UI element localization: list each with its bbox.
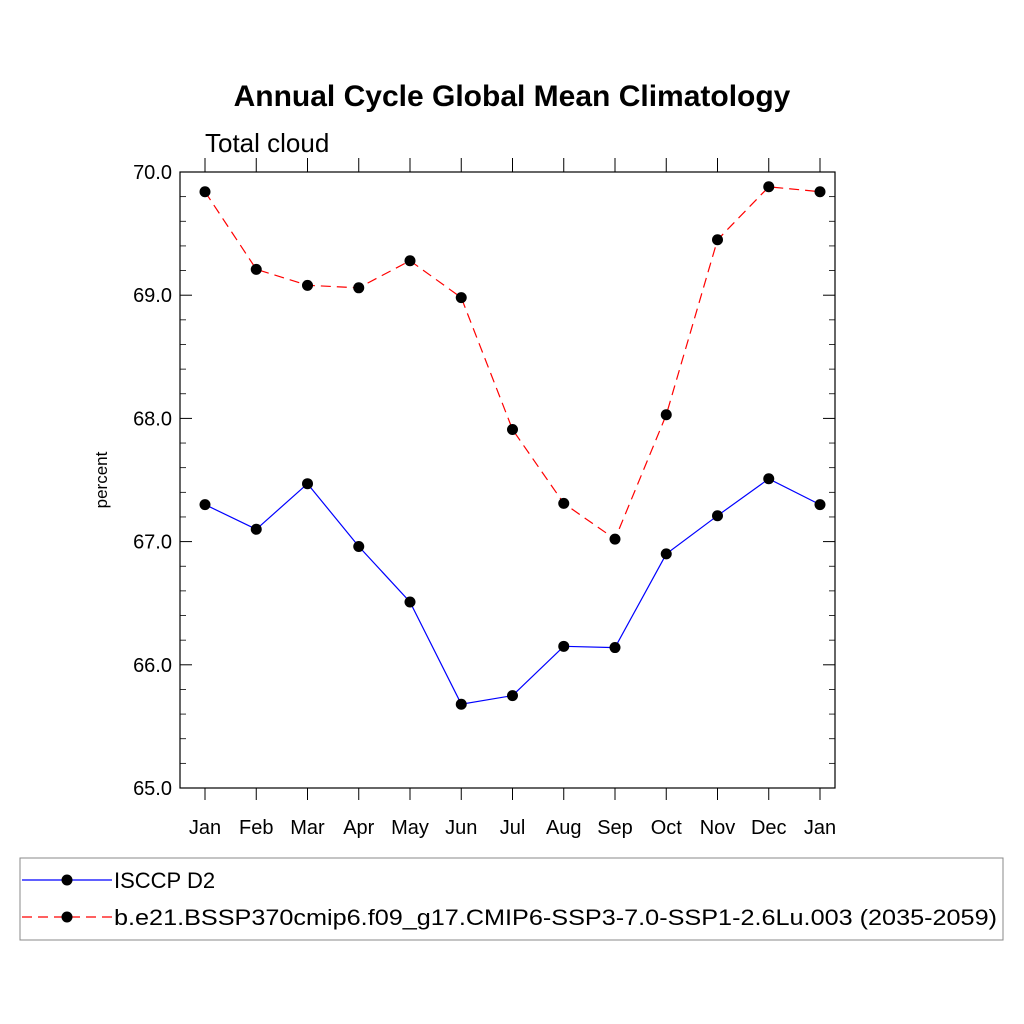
data-point-series-0 [199, 499, 211, 511]
data-point-series-0 [353, 541, 365, 553]
series-line-1 [204, 186, 821, 541]
chart-subtitle: Total cloud [205, 128, 329, 158]
data-point-series-1 [558, 497, 570, 509]
data-point-series-1 [814, 186, 826, 198]
data-point-series-0 [302, 478, 313, 490]
data-point-series-1 [455, 292, 467, 304]
legend-label-isccp: ISCCP D2 [114, 868, 215, 893]
x-tick-label: Oct [651, 817, 683, 839]
data-point-series-1 [507, 423, 518, 435]
y-tick-label: 70.0 [133, 162, 172, 184]
y-tick-label: 68.0 [133, 408, 172, 430]
series-layer [199, 181, 826, 710]
x-tick-label: Dec [751, 817, 787, 839]
data-point-series-1 [353, 282, 365, 294]
x-tick-label: Feb [239, 817, 273, 839]
data-point-series-1 [199, 186, 211, 198]
data-point-series-0 [455, 698, 467, 710]
x-tick-label: Sep [597, 817, 633, 839]
data-point-series-0 [507, 690, 518, 702]
legend-label-model: b.e21.BSSP370cmip6.f09_g17.CMIP6-SSP3-7.… [114, 905, 997, 930]
plot-frame [179, 171, 836, 789]
x-tick-label: Nov [700, 817, 736, 839]
y-tick-label: 69.0 [133, 285, 172, 307]
axis-ticks: 65.0 66.0 67.0 68.0 69.0 70.0 Jan Feb Mar Apr May J… [133, 158, 836, 839]
data-point-series-0 [404, 596, 416, 608]
legend-marker-model [61, 911, 73, 923]
data-point-series-1 [302, 279, 313, 291]
y-tick-label: 67.0 [133, 532, 172, 554]
x-tick-label: Jan [189, 817, 221, 839]
data-point-series-0 [609, 642, 621, 654]
y-tick-label: 66.0 [133, 655, 172, 677]
data-point-series-1 [609, 533, 621, 545]
y-tick-label: 65.0 [133, 778, 172, 800]
y-axis-label: percent [92, 451, 111, 508]
data-point-series-0 [814, 499, 826, 511]
data-point-series-1 [404, 255, 416, 267]
data-point-series-1 [712, 234, 723, 246]
data-point-series-1 [660, 409, 672, 421]
legend-entry-model: b.e21.BSSP370cmip6.f09_g17.CMIP6-SSP3-7.… [22, 905, 997, 930]
data-point-series-0 [558, 640, 570, 652]
x-tick-label: Aug [546, 817, 582, 839]
x-tick-label: Apr [343, 817, 374, 839]
data-point-series-1 [763, 181, 775, 193]
legend-marker-isccp [61, 874, 73, 886]
data-point-series-0 [660, 548, 672, 560]
legend-box [19, 857, 1004, 941]
chart-title: Annual Cycle Global Mean Climatology [234, 80, 791, 113]
x-tick-label: Jul [500, 817, 526, 839]
series-line-0 [204, 478, 821, 705]
data-point-series-1 [250, 263, 262, 275]
data-point-series-0 [763, 473, 775, 485]
data-point-series-0 [250, 523, 262, 535]
x-tick-label: May [391, 817, 429, 839]
data-point-series-0 [712, 510, 723, 522]
x-tick-label: Mar [290, 817, 325, 839]
x-tick-label: Jan [804, 817, 836, 839]
x-tick-label: Jun [445, 817, 477, 839]
legend-entry-isccp: ISCCP D2 [22, 868, 215, 893]
